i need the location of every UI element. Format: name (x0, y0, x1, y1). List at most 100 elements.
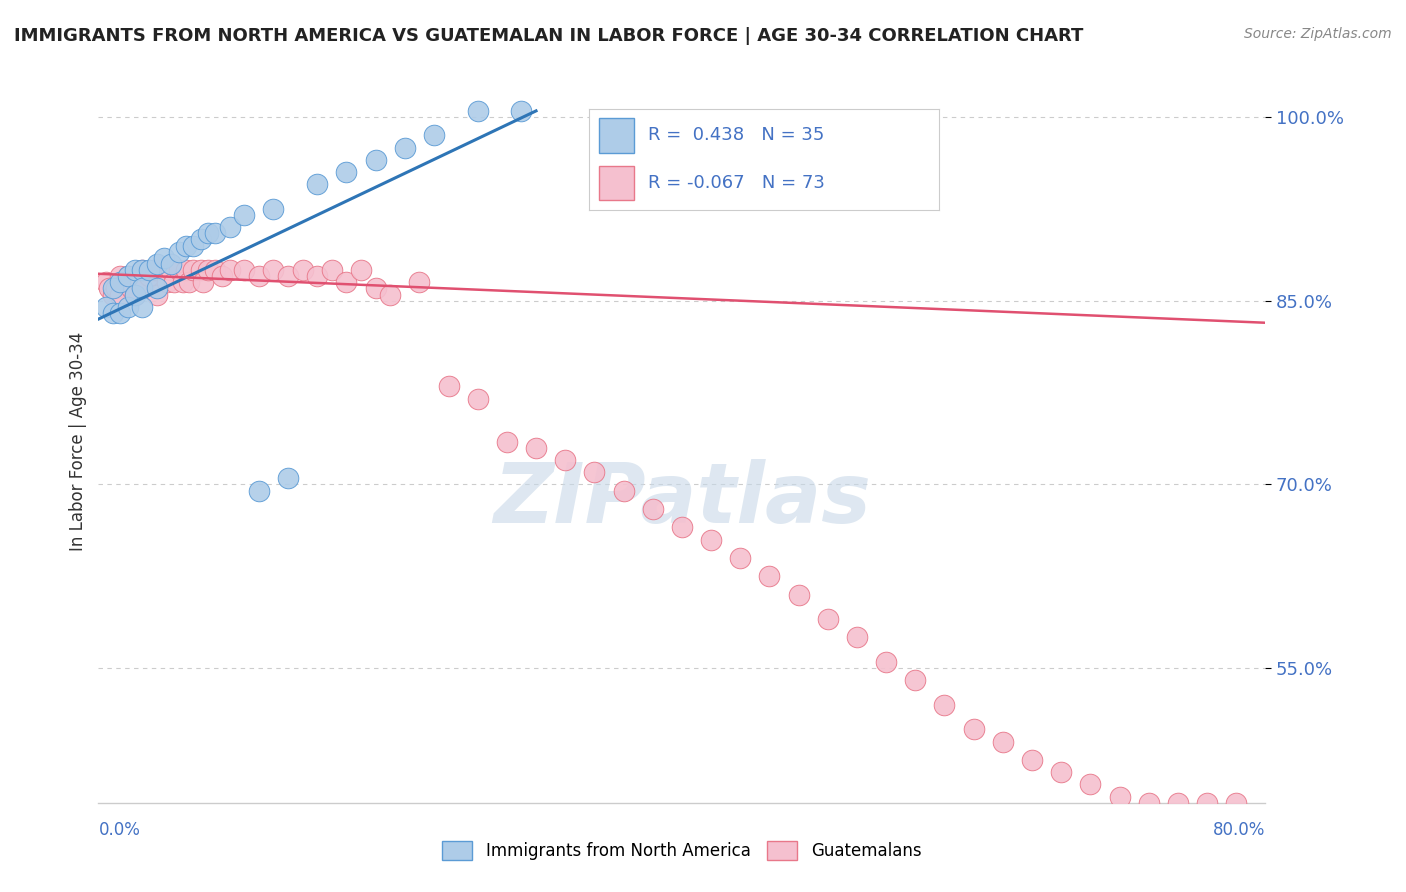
Point (233, 208, 256, 222)
Point (991, 734, 1014, 748)
Point (131, 263, 153, 277)
Point (1225, 796, 1247, 810)
Point (124, 287, 146, 301)
Point (496, 434, 519, 449)
Point (124, 263, 146, 277)
Point (138, 263, 160, 277)
Point (177, 276, 200, 290)
Point (817, 612, 839, 626)
Point (262, 202, 284, 216)
Point (160, 263, 183, 277)
Point (247, 269, 270, 284)
Point (218, 220, 240, 235)
Point (197, 263, 219, 277)
Point (211, 269, 233, 284)
Point (160, 257, 183, 271)
Point (934, 698, 956, 712)
Point (131, 263, 153, 277)
Point (1021, 753, 1043, 767)
Point (364, 153, 387, 167)
Point (110, 269, 132, 284)
Point (437, 379, 460, 393)
Point (131, 300, 153, 314)
Point (101, 287, 124, 301)
Point (671, 520, 693, 534)
Point (321, 263, 343, 277)
Y-axis label: In Labor Force | Age 30-34: In Labor Force | Age 30-34 (69, 332, 87, 551)
Text: Source: ZipAtlas.com: Source: ZipAtlas.com (1244, 27, 1392, 41)
Point (612, 483, 634, 498)
Point (1167, 796, 1189, 810)
Point (117, 269, 139, 284)
Point (1137, 796, 1160, 810)
Point (110, 287, 132, 301)
Point (110, 306, 132, 320)
Point (524, 441, 547, 455)
Point (97, 281, 120, 295)
Point (335, 276, 357, 290)
Point (408, 276, 430, 290)
Point (875, 655, 897, 669)
Point (190, 232, 212, 246)
Point (167, 263, 190, 277)
Point (114, 276, 136, 290)
Point (291, 263, 314, 277)
Point (193, 276, 215, 290)
Point (335, 165, 357, 179)
Point (120, 281, 142, 295)
Point (364, 281, 387, 295)
Point (181, 263, 204, 277)
Point (146, 287, 169, 301)
Point (156, 276, 179, 290)
Point (904, 673, 927, 688)
Point (380, 287, 402, 301)
Point (233, 263, 256, 277)
Point (787, 588, 810, 602)
Point (197, 227, 219, 241)
Point (101, 281, 124, 295)
Point (142, 263, 165, 277)
Point (124, 269, 146, 284)
Point (146, 263, 169, 277)
Point (204, 227, 226, 241)
Point (153, 263, 176, 277)
Legend: Immigrants from North America, Guatemalans: Immigrants from North America, Guatemala… (436, 835, 928, 867)
Text: ZIPatlas: ZIPatlas (494, 458, 870, 540)
Point (307, 178, 329, 192)
Point (174, 263, 197, 277)
Point (730, 550, 752, 565)
Point (153, 251, 176, 265)
Point (104, 281, 127, 295)
Point (128, 276, 150, 290)
Point (110, 276, 132, 290)
Point (204, 263, 226, 277)
Point (146, 257, 169, 271)
Point (962, 723, 984, 737)
Point (307, 269, 329, 284)
Point (138, 269, 160, 284)
Point (394, 141, 416, 155)
Point (94, 276, 117, 290)
Point (218, 263, 240, 277)
Point (350, 263, 373, 277)
Point (554, 453, 576, 467)
Text: 80.0%: 80.0% (1213, 822, 1265, 839)
Point (181, 238, 204, 252)
Point (146, 281, 169, 295)
Point (172, 276, 194, 290)
Point (117, 300, 139, 314)
Point (277, 471, 299, 485)
Point (163, 276, 186, 290)
Text: IMMIGRANTS FROM NORTH AMERICA VS GUATEMALAN IN LABOR FORCE | AGE 30-34 CORRELATI: IMMIGRANTS FROM NORTH AMERICA VS GUATEMA… (14, 27, 1084, 45)
Point (101, 306, 124, 320)
Point (167, 244, 190, 259)
Point (1195, 796, 1218, 810)
Point (262, 263, 284, 277)
Point (758, 569, 780, 583)
Point (124, 287, 146, 301)
Point (1108, 789, 1130, 804)
Point (510, 103, 533, 118)
Point (277, 269, 299, 284)
Point (94, 300, 117, 314)
Point (467, 103, 489, 118)
